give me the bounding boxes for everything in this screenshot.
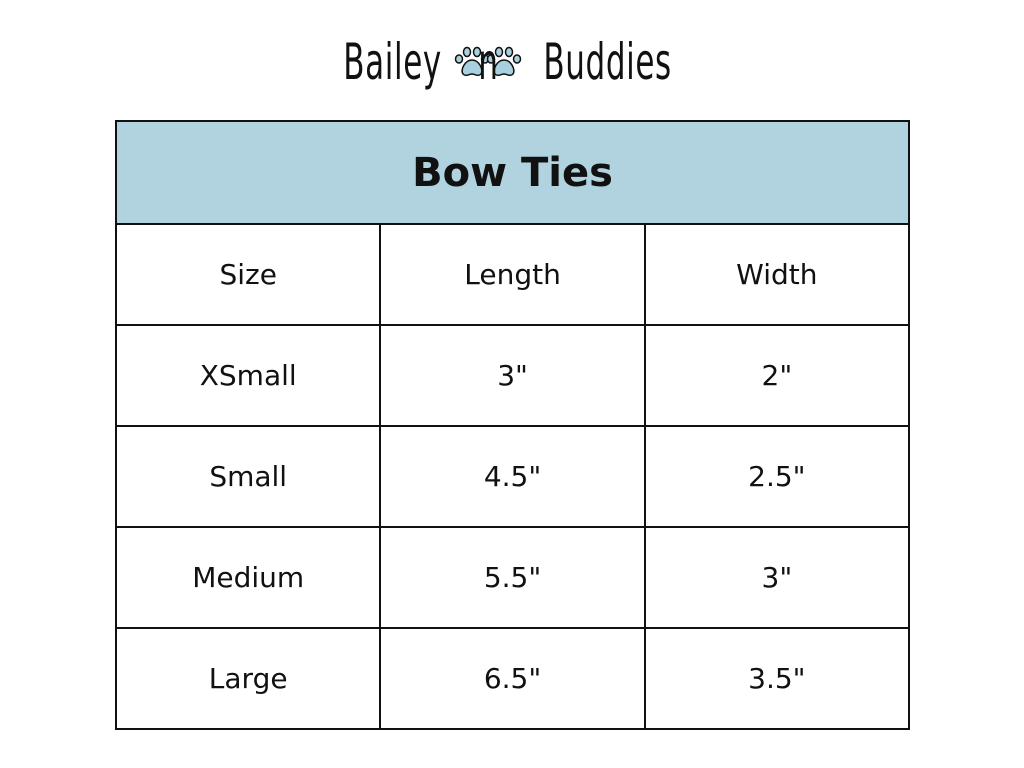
cell-width: 3" — [643, 526, 911, 629]
table-title-row: Bow Ties — [115, 120, 910, 225]
column-header: Width — [643, 223, 911, 326]
logo-word-buddies: Buddies — [543, 33, 673, 91]
table-row: Medium 5.5" 3" — [114, 526, 911, 629]
table-header-row: Size Length Width — [114, 223, 911, 326]
size-chart-table: Bow Ties Size Length Width XSmall 3" 2" … — [114, 120, 911, 730]
cell-length: 5.5" — [379, 526, 646, 629]
cell-size: Small — [114, 425, 382, 528]
paw-icon — [487, 46, 522, 77]
cell-width: 2" — [643, 324, 911, 427]
logo-word-n: n — [477, 33, 499, 91]
cell-size: Medium — [114, 526, 382, 629]
cell-size: Large — [114, 627, 382, 730]
cell-length: 6.5" — [379, 627, 646, 730]
logo-word-bailey: Bailey — [342, 33, 442, 91]
cell-size: XSmall — [114, 324, 382, 427]
cell-length: 4.5" — [379, 425, 646, 528]
table-row: Small 4.5" 2.5" — [114, 425, 911, 528]
table-row: XSmall 3" 2" — [114, 324, 911, 427]
column-header: Size — [114, 223, 382, 326]
table-row: Large 6.5" 3.5" — [114, 627, 911, 730]
table-title: Bow Ties — [115, 120, 910, 225]
cell-width: 3.5" — [643, 627, 911, 730]
column-header: Length — [379, 223, 646, 326]
cell-width: 2.5" — [643, 425, 911, 528]
brand-logo: Bailey n Buddies — [0, 22, 1024, 102]
cell-length: 3" — [379, 324, 646, 427]
